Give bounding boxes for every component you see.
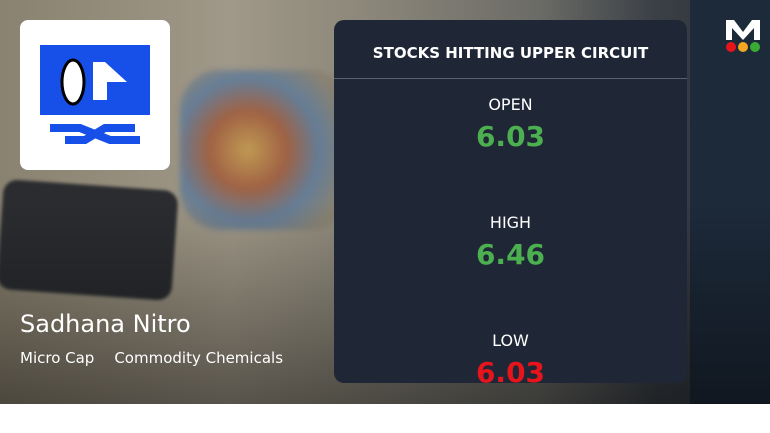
candy-jar: [180, 70, 350, 230]
chart-screen: [690, 0, 770, 404]
sector-tag: Commodity Chemicals: [114, 349, 284, 367]
high-value: 6.46: [475, 238, 546, 271]
card-title: STOCKS HITTING UPPER CIRCUIT: [334, 20, 687, 79]
circuit-card: STOCKS HITTING UPPER CIRCUIT OPEN 6.03 H…: [334, 20, 687, 389]
low-value: 6.03: [475, 356, 546, 389]
company-name: Sadhana Nitro: [20, 310, 191, 338]
company-logo: [20, 20, 170, 170]
open-value: 6.03: [475, 120, 546, 153]
company-logo-icon: [40, 45, 150, 144]
open-label: OPEN: [488, 95, 533, 114]
low-label: LOW: [492, 331, 529, 350]
high-label: HIGH: [489, 213, 532, 232]
brand-logo-icon: [726, 20, 760, 52]
market-cap-tag: Micro Cap: [20, 349, 95, 367]
